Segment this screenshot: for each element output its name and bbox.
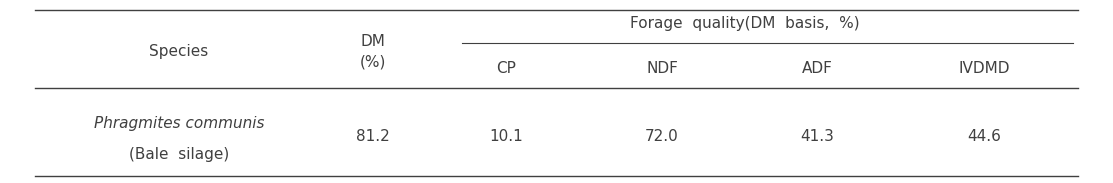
Text: NDF: NDF: [646, 61, 678, 76]
Text: Species: Species: [149, 44, 208, 59]
Text: (Bale  silage): (Bale silage): [129, 147, 229, 162]
Text: DM
(%): DM (%): [361, 34, 386, 69]
Text: Phragmites communis: Phragmites communis: [93, 116, 264, 131]
Text: 41.3: 41.3: [800, 129, 835, 144]
Text: Forage  quality(DM  basis,  %): Forage quality(DM basis, %): [630, 16, 860, 31]
Text: CP: CP: [496, 61, 516, 76]
Text: 10.1: 10.1: [490, 129, 523, 144]
Text: 81.2: 81.2: [356, 129, 391, 144]
Text: IVDMD: IVDMD: [958, 61, 1009, 76]
Text: ADF: ADF: [802, 61, 833, 76]
Text: 72.0: 72.0: [646, 129, 679, 144]
Text: 44.6: 44.6: [967, 129, 1001, 144]
